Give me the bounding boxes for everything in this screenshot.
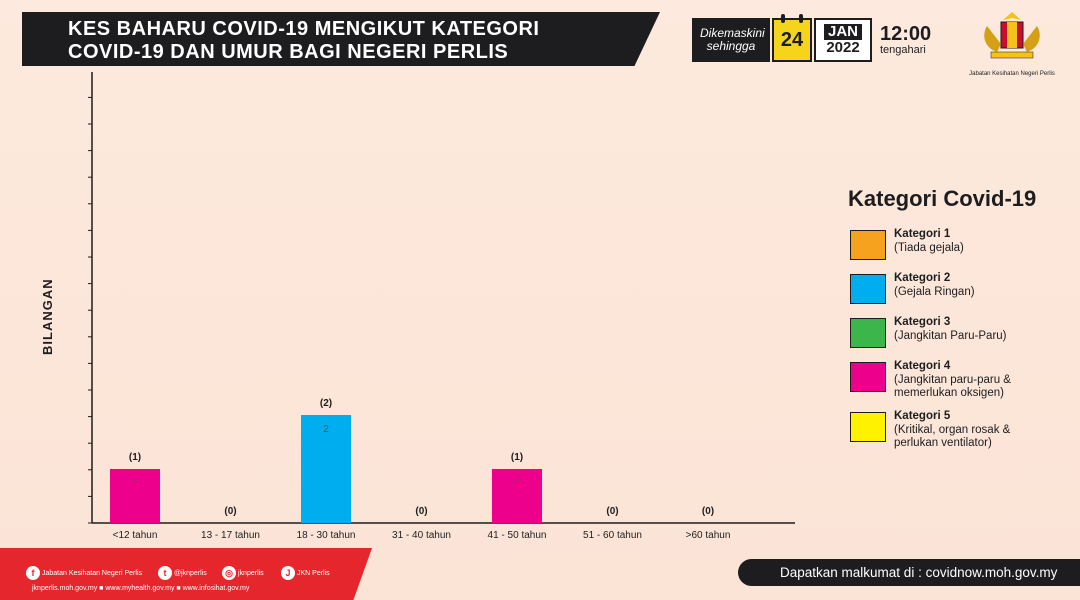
legend-swatch: [850, 362, 886, 392]
social-facebook[interactable]: f Jabatan Kesihatan Negeri Perlis: [26, 566, 142, 580]
date-month-year: JAN 2022: [814, 18, 872, 62]
updated-label: Dikemaskini sehingga: [692, 18, 770, 62]
x-tick-label: <12 tahun: [113, 530, 158, 541]
legend-title: Kategori Covid-19: [848, 186, 1037, 211]
x-tick-label: >60 tahun: [686, 530, 731, 541]
legend-item-name: Kategori 5: [894, 410, 951, 422]
legend-item-kategori-2: Kategori 2 (Gejala Ringan): [848, 270, 1068, 314]
updated-label-1: Dikemaskini: [700, 26, 765, 40]
twitter-icon: t: [158, 566, 172, 580]
page-title-line2: COVID-19 DAN UMUR BAGI NEGERI PERLIS: [68, 41, 509, 63]
total-label: (2): [320, 398, 332, 409]
total-label: (0): [606, 506, 618, 517]
legend-item-name: Kategori 3: [894, 316, 951, 328]
jkn-icon: J: [281, 566, 295, 580]
bar-data-label: 1: [514, 478, 520, 489]
x-tick-label: 31 - 40 tahun: [392, 530, 451, 541]
x-tick-label: 51 - 60 tahun: [583, 530, 642, 541]
legend-item-name: Kategori 1: [894, 228, 951, 240]
legend-item-desc: (Kritikal, organ rosak & perlukan ventil…: [894, 424, 1011, 449]
bar-data-label: 1: [132, 478, 138, 489]
bar-data-label: 2: [323, 424, 329, 435]
legend-item-kategori-5: Kategori 5 (Kritikal, organ rosak & perl…: [848, 408, 1068, 452]
calendar-icon: 24: [772, 14, 812, 62]
title-banner: KES BAHARU COVID-19 MENGIKUT KATEGORI CO…: [22, 12, 660, 66]
legend-item-desc: (Jangkitan paru-paru & memerlukan oksige…: [894, 374, 1011, 399]
coat-of-arms-logo: Jabatan Kesihatan Negeri Perlis: [966, 8, 1058, 77]
instagram-icon: ◎: [222, 566, 236, 580]
bar-kategori-4: [492, 469, 542, 523]
bar-kategori-2: [301, 415, 351, 523]
total-label: (1): [129, 452, 141, 463]
date-month: JAN: [823, 24, 862, 40]
time-period: tengahari: [880, 44, 926, 56]
social-jkn[interactable]: J JKN Perlis: [281, 566, 330, 580]
legend-item-kategori-3: Kategori 3 (Jangkitan Paru-Paru): [848, 314, 1068, 358]
legend-swatch: [850, 412, 886, 442]
facebook-icon: f: [26, 566, 40, 580]
legend-item-kategori-4: Kategori 4 (Jangkitan paru-paru & memerl…: [848, 358, 1068, 408]
logo-caption: Jabatan Kesihatan Negeri Perlis: [969, 71, 1055, 77]
legend-item-name: Kategori 2: [894, 272, 951, 284]
total-label: (0): [224, 506, 236, 517]
social-label: Jabatan Kesihatan Negeri Perlis: [42, 569, 143, 577]
updated-label-2: sehingga: [706, 39, 756, 53]
page-title-line1: KES BAHARU COVID-19 MENGIKUT KATEGORI: [68, 18, 540, 40]
total-label: (0): [702, 506, 714, 517]
social-label: JKN Perlis: [297, 569, 330, 577]
legend-swatch: [850, 274, 886, 304]
legend-item-desc: (Gejala Ringan): [894, 286, 975, 298]
date-year: 2022: [826, 39, 860, 56]
date-day: 24: [780, 28, 804, 51]
legend: Kategori Covid-19 Kategori 1 (Tiada geja…: [848, 186, 1068, 452]
x-tick-label: 13 - 17 tahun: [201, 530, 260, 541]
x-tick-label: 18 - 30 tahun: [297, 530, 356, 541]
crest-icon: [984, 12, 1040, 59]
bar-kategori-4: [110, 469, 160, 523]
legend-item-desc: (Jangkitan Paru-Paru): [894, 330, 1007, 342]
social-footer: [0, 548, 372, 600]
legend-swatch: [850, 230, 886, 260]
update-stamp: Dikemaskini sehingga 24 JAN 2022 12:00 t…: [692, 14, 931, 62]
time-value: 12:00: [880, 23, 932, 45]
legend-item-desc: (Tiada gejala): [894, 242, 964, 254]
social-label: @jknperlis: [174, 569, 207, 577]
x-tick-label: 41 - 50 tahun: [488, 530, 547, 541]
social-instagram[interactable]: ◎ jknperlis: [222, 566, 264, 580]
total-label: (1): [511, 452, 523, 463]
social-label: jknperlis: [238, 569, 264, 577]
legend-item-name: Kategori 4: [894, 360, 951, 372]
info-banner[interactable]: Dapatkan malkumat di : covidnow.moh.gov.…: [738, 559, 1080, 586]
legend-swatch: [850, 318, 886, 348]
total-label: (0): [415, 506, 427, 517]
legend-item-kategori-1: Kategori 1 (Tiada gejala): [848, 226, 1068, 270]
update-time: 12:00 tengahari: [880, 18, 931, 62]
social-twitter[interactable]: t @jknperlis: [158, 566, 207, 580]
footer-urls[interactable]: jknperlis.moh.gov.my ■ www.myhealth.gov.…: [32, 585, 250, 592]
